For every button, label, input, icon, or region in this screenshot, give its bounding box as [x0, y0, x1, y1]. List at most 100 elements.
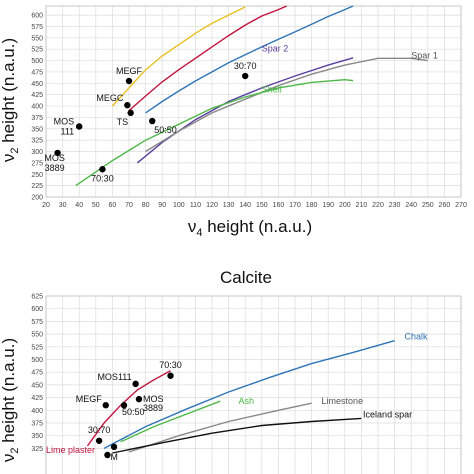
- bottom-point-label: 50:50: [122, 407, 145, 417]
- bottom-gridlines: [45, 295, 462, 474]
- bottom-series-line: [103, 340, 395, 450]
- top-series-label: Spar 2: [262, 43, 289, 53]
- top-y-tick-label: 225: [31, 183, 43, 190]
- top-y-axis-title: ν2 height (n.a.u.): [0, 38, 21, 162]
- bottom-y-tick-label: 625: [31, 294, 43, 301]
- bottom-point-label: M: [110, 452, 118, 462]
- top-x-tick-label: 110: [190, 202, 201, 209]
- bottom-y-tick-label: 575: [31, 319, 43, 326]
- top-y-tick-label: 375: [31, 115, 43, 122]
- top-y-tick-label: 350: [31, 126, 43, 133]
- top-series-label: Shell: [262, 84, 282, 94]
- top-x-tick-label: 180: [306, 202, 318, 209]
- bottom-data-point: [132, 380, 139, 388]
- top-y-tick-label: 250: [31, 172, 43, 179]
- bottom-point-label: MEGF: [76, 394, 103, 404]
- top-x-axis-title: ν4 height (n.a.u.): [188, 217, 312, 239]
- bottom-series-label: Ash: [239, 396, 255, 406]
- top-x-tick-label: 120: [206, 202, 218, 209]
- bottom-y-tick-label: 475: [31, 370, 43, 377]
- bottom-data-point: [167, 372, 174, 379]
- top-point-label: MEGF: [116, 66, 143, 76]
- top-x-tick-label: 220: [372, 202, 384, 209]
- top-x-tick-label: 150: [256, 202, 268, 209]
- top-point-label: 70:30: [91, 173, 114, 183]
- top-x-tick-label: 40: [75, 202, 83, 209]
- top-y-tick-label: 500: [31, 58, 43, 65]
- bottom-y-tick-label: 350: [31, 433, 43, 440]
- bottom-series-label: Iceland spar: [363, 409, 412, 419]
- bottom-series-labels: Lime plaster Chalk Ash Limestone Iceland spa…: [46, 332, 428, 455]
- top-x-tick-label: 210: [356, 202, 368, 209]
- top-y-tick-label: 300: [31, 149, 43, 156]
- bottom-data-point: [120, 402, 128, 409]
- bottom-data-point: [95, 437, 103, 444]
- top-data-point: [125, 77, 133, 85]
- bottom-point-label: 70:30: [159, 360, 182, 370]
- bottom-data-point: [104, 451, 111, 459]
- bottom-series: [86, 340, 395, 454]
- top-series-line: [111, 6, 246, 107]
- top-data-point: [127, 109, 134, 117]
- top-tick-labels: 20 30 40 50 60 70 80 90 100 110 120 130 140 150 160 170…: [31, 13, 467, 209]
- top-point-label: 50:50: [154, 125, 177, 135]
- bottom-tick-labels: 325 350 375 400 425 450 475 500 525 550 575 600 625: [31, 294, 43, 453]
- bottom-y-axis-title: ν2 height (n.a.u.): [0, 338, 21, 462]
- top-x-tick-label: 70: [125, 202, 133, 209]
- bottom-point-label: 30:70: [88, 425, 111, 435]
- bottom-series-label: Limestone: [322, 396, 364, 406]
- top-point-label: MOS 3889: [44, 153, 65, 173]
- top-y-tick-label: 550: [31, 35, 43, 42]
- top-x-tick-label: 90: [158, 202, 166, 209]
- top-x-tick-label: 170: [289, 202, 301, 209]
- top-series-line: [75, 78, 354, 187]
- bottom-y-tick-label: 325: [31, 446, 43, 453]
- top-point-label: MEGC: [96, 93, 124, 103]
- top-x-tick-label: 260: [439, 202, 451, 209]
- top-y-tick-label: 400: [31, 104, 43, 111]
- top-x-tick-label: 230: [389, 202, 401, 209]
- top-series-line: [145, 57, 428, 153]
- bottom-data-point: [135, 395, 143, 403]
- bottom-series-line: [86, 370, 171, 447]
- top-data-point: [124, 101, 131, 109]
- bottom-series-label: Lime plaster: [46, 445, 95, 455]
- top-x-tick-label: 20: [42, 202, 50, 209]
- bottom-data-point: [102, 402, 109, 409]
- top-point-label: MOS 111: [54, 117, 75, 137]
- bottom-y-tick-label: 425: [31, 395, 43, 402]
- top-x-tick-label: 200: [339, 202, 351, 209]
- top-x-tick-label: 160: [273, 202, 285, 209]
- top-x-tick-label: 240: [405, 202, 417, 209]
- top-x-tick-label: 130: [223, 202, 235, 209]
- bottom-y-tick-label: 550: [31, 332, 43, 339]
- bottom-series-label: Chalk: [405, 332, 429, 342]
- top-x-tick-label: 80: [142, 202, 150, 209]
- top-point-label: 30:70: [234, 61, 257, 71]
- top-y-tick-label: 325: [31, 138, 43, 145]
- top-x-tick-label: 270: [455, 202, 467, 209]
- top-series-line: [145, 5, 354, 114]
- top-data-point: [99, 166, 106, 173]
- bottom-data-point: [110, 443, 118, 451]
- top-point-label: TS: [117, 117, 129, 127]
- top-gridlines: [45, 5, 462, 198]
- top-x-tick-label: 60: [109, 202, 117, 209]
- top-x-tick-label: 50: [92, 202, 100, 209]
- top-points: MEGF MEGC TS MOS 111 50:50 30:70 MOS 3889 70:30: [44, 61, 256, 183]
- top-x-tick-label: 30: [59, 202, 67, 209]
- top-y-tick-label: 600: [31, 13, 43, 20]
- top-x-tick-label: 140: [239, 202, 251, 209]
- top-data-point: [76, 123, 83, 130]
- bottom-point-label: MOS111: [97, 372, 131, 382]
- top-y-tick-label: 525: [31, 47, 43, 54]
- bottom-point-label: MOS 3889: [143, 394, 164, 413]
- top-data-point: [242, 72, 249, 80]
- bottom-chart-title: Calcite: [220, 268, 272, 287]
- bottom-series-line: [120, 400, 221, 443]
- top-data-point: [149, 117, 156, 125]
- bottom-series-line: [128, 402, 312, 453]
